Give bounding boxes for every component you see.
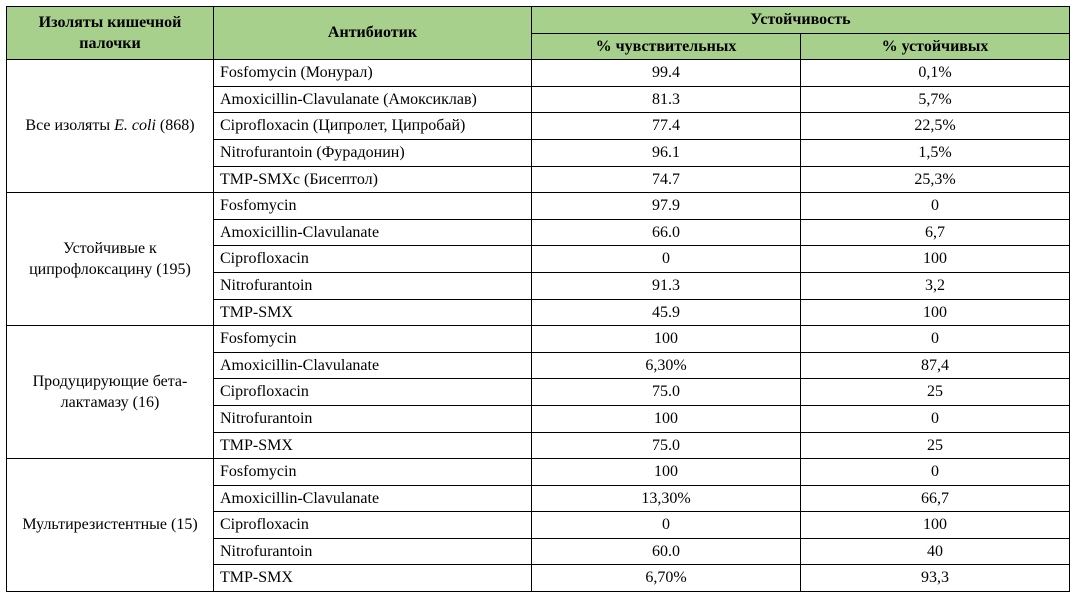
- sensitive-cell: 91.3: [532, 272, 801, 299]
- resistant-cell: 0,1%: [801, 60, 1070, 87]
- col-header-resistance: Устойчивость: [532, 7, 1070, 34]
- antibiotic-cell: Nitrofurantoin: [214, 272, 532, 299]
- antibiotic-cell: Nitrofurantoin (Фурадонин): [214, 139, 532, 166]
- antibiotic-cell: Fosfomycin: [214, 326, 532, 353]
- resistant-cell: 93,3: [801, 565, 1070, 592]
- isolate-group-label: Мультирезистентные (15): [7, 459, 214, 592]
- resistant-cell: 25: [801, 379, 1070, 406]
- antibiotic-cell: Ciprofloxacin: [214, 379, 532, 406]
- isolate-group-label: Все изоляты E. coli (868): [7, 60, 214, 193]
- sensitive-cell: 100: [532, 459, 801, 486]
- sensitive-cell: 81.3: [532, 86, 801, 113]
- antibiotic-cell: Nitrofurantoin: [214, 538, 532, 565]
- antibiotic-cell: Fosfomycin: [214, 459, 532, 486]
- table-row: Продуцирующие бета-лактамазу (16)Fosfomy…: [7, 326, 1070, 353]
- col-header-sensitive: % чувствительных: [532, 33, 801, 60]
- antibiotic-cell: TMP-SMX: [214, 299, 532, 326]
- isolate-label-italic: E. coli: [114, 117, 156, 134]
- antibiotic-cell: Fosfomycin: [214, 193, 532, 220]
- resistant-cell: 25,3%: [801, 166, 1070, 193]
- col-header-antibiotic: Антибиотик: [214, 7, 532, 60]
- sensitive-cell: 6,30%: [532, 352, 801, 379]
- col-header-resistant: % устойчивых: [801, 33, 1070, 60]
- sensitive-cell: 100: [532, 405, 801, 432]
- resistance-table: Изоляты кишечной палочки Антибиотик Усто…: [6, 6, 1070, 592]
- sensitive-cell: 100: [532, 326, 801, 353]
- antibiotic-cell: Amoxicillin-Clavulanate: [214, 352, 532, 379]
- isolate-group-label: Продуцирующие бета-лактамазу (16): [7, 326, 214, 459]
- table-row: Устойчивые к ципрофлоксацину (195)Fosfom…: [7, 193, 1070, 220]
- isolate-label-pre: Все изоляты: [25, 117, 114, 134]
- antibiotic-cell: Amoxicillin-Clavulanate: [214, 485, 532, 512]
- sensitive-cell: 97.9: [532, 193, 801, 220]
- table-row: Все изоляты E. coli (868)Fosfomycin (Мон…: [7, 60, 1070, 87]
- resistant-cell: 6,7: [801, 219, 1070, 246]
- sensitive-cell: 0: [532, 246, 801, 273]
- antibiotic-cell: Fosfomycin (Монурал): [214, 60, 532, 87]
- sensitive-cell: 6,70%: [532, 565, 801, 592]
- antibiotic-cell: Amoxicillin-Clavulanate: [214, 219, 532, 246]
- sensitive-cell: 74.7: [532, 166, 801, 193]
- sensitive-cell: 13,30%: [532, 485, 801, 512]
- isolate-group-label: Устойчивые к ципрофлоксацину (195): [7, 193, 214, 326]
- sensitive-cell: 0: [532, 512, 801, 539]
- sensitive-cell: 96.1: [532, 139, 801, 166]
- resistant-cell: 100: [801, 246, 1070, 273]
- resistant-cell: 87,4: [801, 352, 1070, 379]
- antibiotic-cell: Ciprofloxacin (Ципролет, Ципробай): [214, 113, 532, 140]
- antibiotic-cell: Ciprofloxacin: [214, 512, 532, 539]
- antibiotic-cell: TMP-SMX: [214, 565, 532, 592]
- resistant-cell: 0: [801, 326, 1070, 353]
- isolate-label-post: (868): [156, 117, 195, 134]
- resistant-cell: 100: [801, 512, 1070, 539]
- resistant-cell: 3,2: [801, 272, 1070, 299]
- antibiotic-cell: Nitrofurantoin: [214, 405, 532, 432]
- resistant-cell: 66,7: [801, 485, 1070, 512]
- resistant-cell: 0: [801, 405, 1070, 432]
- resistant-cell: 25: [801, 432, 1070, 459]
- antibiotic-cell: Amoxicillin-Clavulanate (Амоксиклав): [214, 86, 532, 113]
- resistant-cell: 0: [801, 193, 1070, 220]
- resistant-cell: 22,5%: [801, 113, 1070, 140]
- resistant-cell: 5,7%: [801, 86, 1070, 113]
- sensitive-cell: 75.0: [532, 432, 801, 459]
- antibiotic-cell: TMP-SMX: [214, 432, 532, 459]
- table-row: Мультирезистентные (15)Fosfomycin1000: [7, 459, 1070, 486]
- antibiotic-cell: TMP-SMXc (Бисептол): [214, 166, 532, 193]
- sensitive-cell: 77.4: [532, 113, 801, 140]
- sensitive-cell: 45.9: [532, 299, 801, 326]
- resistant-cell: 1,5%: [801, 139, 1070, 166]
- sensitive-cell: 75.0: [532, 379, 801, 406]
- resistant-cell: 100: [801, 299, 1070, 326]
- col-header-isolates: Изоляты кишечной палочки: [7, 7, 214, 60]
- table-header: Изоляты кишечной палочки Антибиотик Усто…: [7, 7, 1070, 60]
- resistant-cell: 40: [801, 538, 1070, 565]
- sensitive-cell: 60.0: [532, 538, 801, 565]
- sensitive-cell: 99.4: [532, 60, 801, 87]
- sensitive-cell: 66.0: [532, 219, 801, 246]
- antibiotic-cell: Ciprofloxacin: [214, 246, 532, 273]
- resistant-cell: 0: [801, 459, 1070, 486]
- table-body: Все изоляты E. coli (868)Fosfomycin (Мон…: [7, 60, 1070, 592]
